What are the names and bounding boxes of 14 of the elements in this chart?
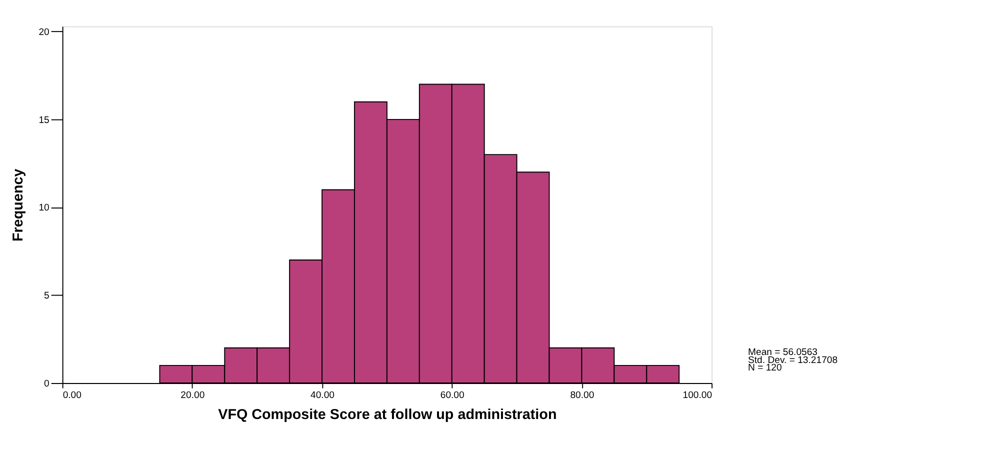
x-tick-label: 60.00 <box>440 390 464 401</box>
y-tick-label: 5 <box>44 290 50 302</box>
y-axis-title: Frequency <box>10 168 26 242</box>
x-tick-label: 80.00 <box>570 390 594 401</box>
x-tick-label: 20.00 <box>180 390 205 401</box>
y-tick-label: 0 <box>44 378 50 390</box>
y-tick-label: 15 <box>38 114 50 126</box>
x-axis-title: VFQ Composite Score at follow up administration <box>218 406 557 423</box>
x-tick-label: 0.00 <box>62 390 82 401</box>
text: N = 120 <box>748 362 782 374</box>
x-tick-label: 40.00 <box>310 390 334 401</box>
y-tick-label: 20 <box>38 26 50 38</box>
x-tick-label: 100.00 <box>682 390 712 401</box>
y-tick-label: 10 <box>38 202 50 214</box>
